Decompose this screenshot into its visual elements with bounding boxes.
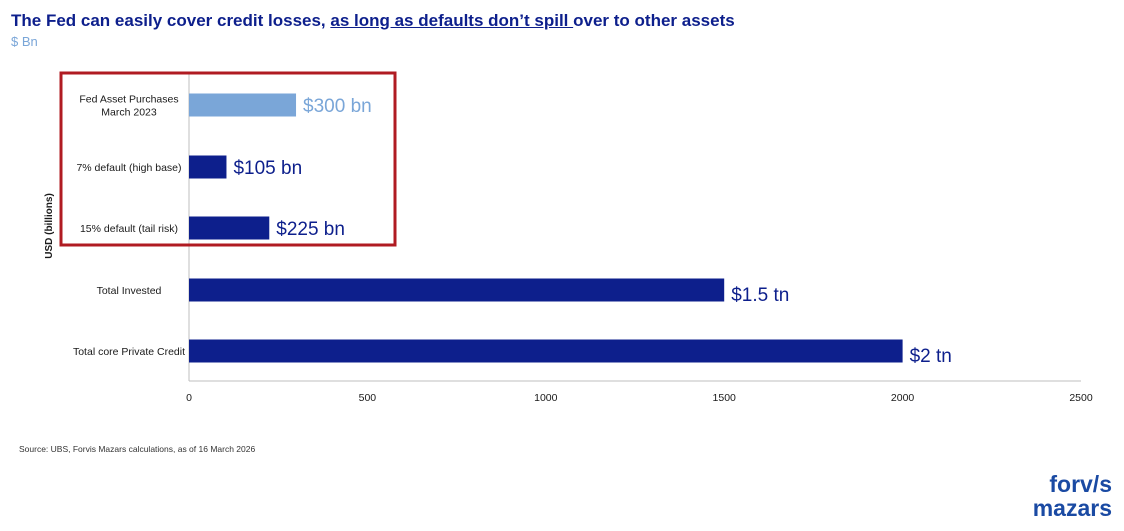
x-tick-label: 1000 — [534, 392, 558, 404]
title-part2: over to other assets — [573, 11, 735, 30]
data-label: $105 bn — [233, 158, 302, 179]
x-tick-label: 2000 — [891, 392, 915, 404]
chart-subtitle: $ Bn — [11, 34, 38, 49]
bar — [189, 93, 297, 117]
category-label: Fed Asset Purchases — [79, 94, 178, 106]
title-emphasis: as long as defaults don’t spill — [330, 11, 574, 30]
y-axis-title: USD (billions) — [44, 193, 55, 259]
bar — [189, 155, 227, 179]
data-label: $300 bn — [303, 96, 372, 117]
category-label: 15% default (tail risk) — [80, 223, 178, 235]
data-label: $1.5 tn — [731, 285, 789, 306]
category-label: March 2023 — [101, 107, 157, 119]
highlight-box — [59, 71, 397, 247]
data-label: $2 tn — [910, 346, 952, 367]
category-label: Total core Private Credit — [73, 346, 185, 358]
x-tick-label: 0 — [186, 392, 192, 404]
source-note: Source: UBS, Forvis Mazars calculations,… — [19, 444, 256, 454]
category-label: 7% default (high base) — [76, 162, 181, 174]
logo-line2: mazars — [1033, 495, 1112, 520]
forvis-mazars-logo: forv/s mazars — [1033, 471, 1112, 520]
title-block: The Fed can easily cover credit losses, … — [11, 11, 735, 49]
x-tick-label: 500 — [359, 392, 377, 404]
x-tick-label: 1500 — [713, 392, 737, 404]
x-tick-label: 2500 — [1069, 392, 1093, 404]
bar — [189, 216, 270, 240]
bar — [189, 339, 903, 363]
title-part1: The Fed can easily cover credit losses, — [11, 11, 331, 30]
chart-title: The Fed can easily cover credit losses, … — [11, 11, 735, 31]
data-label: $225 bn — [276, 219, 345, 240]
bar — [189, 278, 725, 302]
logo-line1: forv/s — [1049, 471, 1112, 497]
category-label: Total Invested — [97, 285, 162, 297]
